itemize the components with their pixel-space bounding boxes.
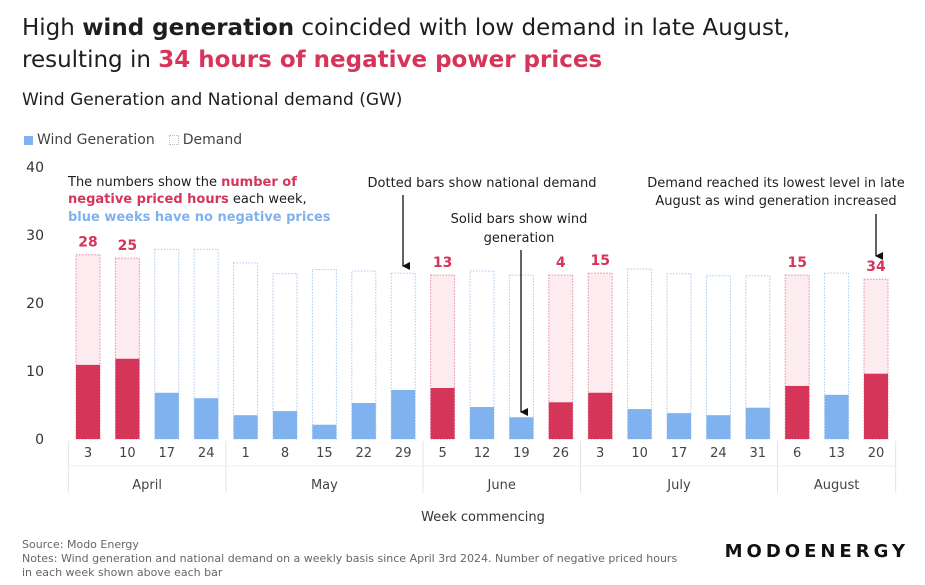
wind-bar: [509, 417, 534, 439]
wind-bar: [864, 373, 888, 439]
negative-hours-label: 15: [590, 253, 609, 269]
title-text: resulting in: [22, 47, 159, 73]
negative-hours-label: 25: [118, 238, 137, 254]
wind-bar: [312, 424, 337, 439]
month-label: August: [814, 478, 860, 493]
wind-bar: [154, 392, 179, 439]
demand-bar: [311, 269, 337, 440]
source-text: Source: Modo Energy: [22, 538, 139, 551]
x-tick-label: 8: [281, 446, 289, 461]
x-tick-label: 10: [631, 446, 648, 461]
title-text: coincided with low demand in late August…: [294, 15, 791, 41]
x-axis-label: Week commencing: [421, 510, 545, 525]
x-tick-label: 3: [596, 446, 604, 461]
wind-bar: [76, 364, 100, 439]
annotation-left-line1: The numbers show the number of: [67, 175, 297, 190]
wind-bar: [667, 413, 691, 439]
x-tick-label: 10: [119, 446, 136, 461]
title-bold: wind generation: [82, 15, 295, 41]
modo-energy-logo: MODOENERGY: [724, 541, 909, 562]
wind-bar: [548, 402, 573, 439]
x-tick-label: 15: [316, 446, 333, 461]
x-tick-label: 24: [198, 446, 215, 461]
legend-swatch: [168, 135, 179, 145]
wind-bar: [785, 385, 810, 439]
legend-label: Wind Generation: [37, 132, 155, 148]
negative-hours-label: 34: [866, 259, 886, 275]
annotation-dotted: Dotted bars show national demand: [368, 176, 597, 191]
x-tick-label: 3: [84, 446, 92, 461]
annotation-left-line2: negative priced hours each week,: [68, 192, 307, 207]
chart-subtitle: Wind Generation and National demand (GW): [22, 90, 403, 110]
footer: Source: Modo Energy Notes: Wind generati…: [22, 538, 677, 580]
notes-text: Notes: Wind generation and national dema…: [22, 552, 678, 565]
wind-bar: [430, 388, 455, 439]
x-tick-label: 17: [159, 446, 176, 461]
chart-title: High wind generation coincided with low …: [22, 12, 790, 76]
title-highlight: 34 hours of negative power prices: [158, 47, 603, 73]
month-label: April: [132, 478, 162, 493]
legend-item-demand: Demand: [168, 132, 243, 148]
wind-bar: [273, 411, 297, 439]
x-tick-label: 20: [868, 446, 885, 461]
x-tick-label: 17: [671, 446, 688, 461]
demand-bar: [233, 262, 259, 440]
wind-bar: [233, 415, 258, 439]
negative-hours-label: 13: [433, 255, 452, 271]
negative-hours-label: 28: [78, 235, 97, 251]
month-label: June: [487, 478, 516, 493]
negative-hours-label: 4: [556, 255, 566, 271]
legend: Wind Generation Demand: [24, 132, 242, 148]
annotation-right-line2: August as wind generation increased: [655, 194, 896, 209]
x-tick-label: 6: [793, 446, 801, 461]
legend-item-wind: Wind Generation: [24, 132, 155, 148]
x-tick-label: 5: [438, 446, 446, 461]
wind-bar: [824, 394, 849, 439]
demand-bar: [666, 273, 692, 440]
x-tick-label: 13: [828, 446, 845, 461]
wind-bar: [745, 407, 770, 439]
title-text: High: [22, 15, 83, 41]
x-tick-label: 1: [241, 446, 249, 461]
x-tick-label: 29: [395, 446, 412, 461]
wind-bar: [351, 402, 376, 439]
wind-bar: [627, 409, 652, 439]
x-tick-label: 19: [513, 446, 530, 461]
wind-bar: [706, 415, 731, 439]
x-tick-label: 31: [750, 446, 767, 461]
wind-bar: [391, 390, 416, 439]
month-label: May: [311, 478, 338, 493]
y-tick-label: 10: [26, 364, 44, 380]
x-tick-label: 12: [474, 446, 491, 461]
wind-bar: [115, 358, 140, 439]
legend-swatch: [24, 135, 33, 145]
legend-label: Demand: [182, 132, 243, 148]
annotation-right-line1: Demand reached its lowest level in late: [647, 176, 905, 191]
y-tick-label: 30: [26, 228, 44, 244]
y-tick-label: 40: [26, 160, 44, 176]
notes-text: in each week shown above each bar: [22, 566, 223, 579]
month-label: July: [666, 478, 691, 493]
x-tick-label: 26: [553, 446, 570, 461]
x-tick-label: 22: [356, 446, 373, 461]
annotation-left-line3: blue weeks have no negative prices: [68, 210, 331, 225]
x-tick-label: 24: [710, 446, 727, 461]
demand-bar: [705, 275, 731, 440]
annotation-solid-line1: Solid bars show wind: [451, 212, 588, 227]
y-tick-label: 0: [35, 432, 44, 448]
negative-hours-label: 15: [787, 255, 806, 271]
wind-bar: [588, 392, 613, 439]
annotation-solid-line2: generation: [484, 231, 555, 246]
wind-bar: [470, 407, 494, 439]
y-tick-label: 20: [26, 296, 44, 312]
wind-bar: [194, 398, 219, 439]
